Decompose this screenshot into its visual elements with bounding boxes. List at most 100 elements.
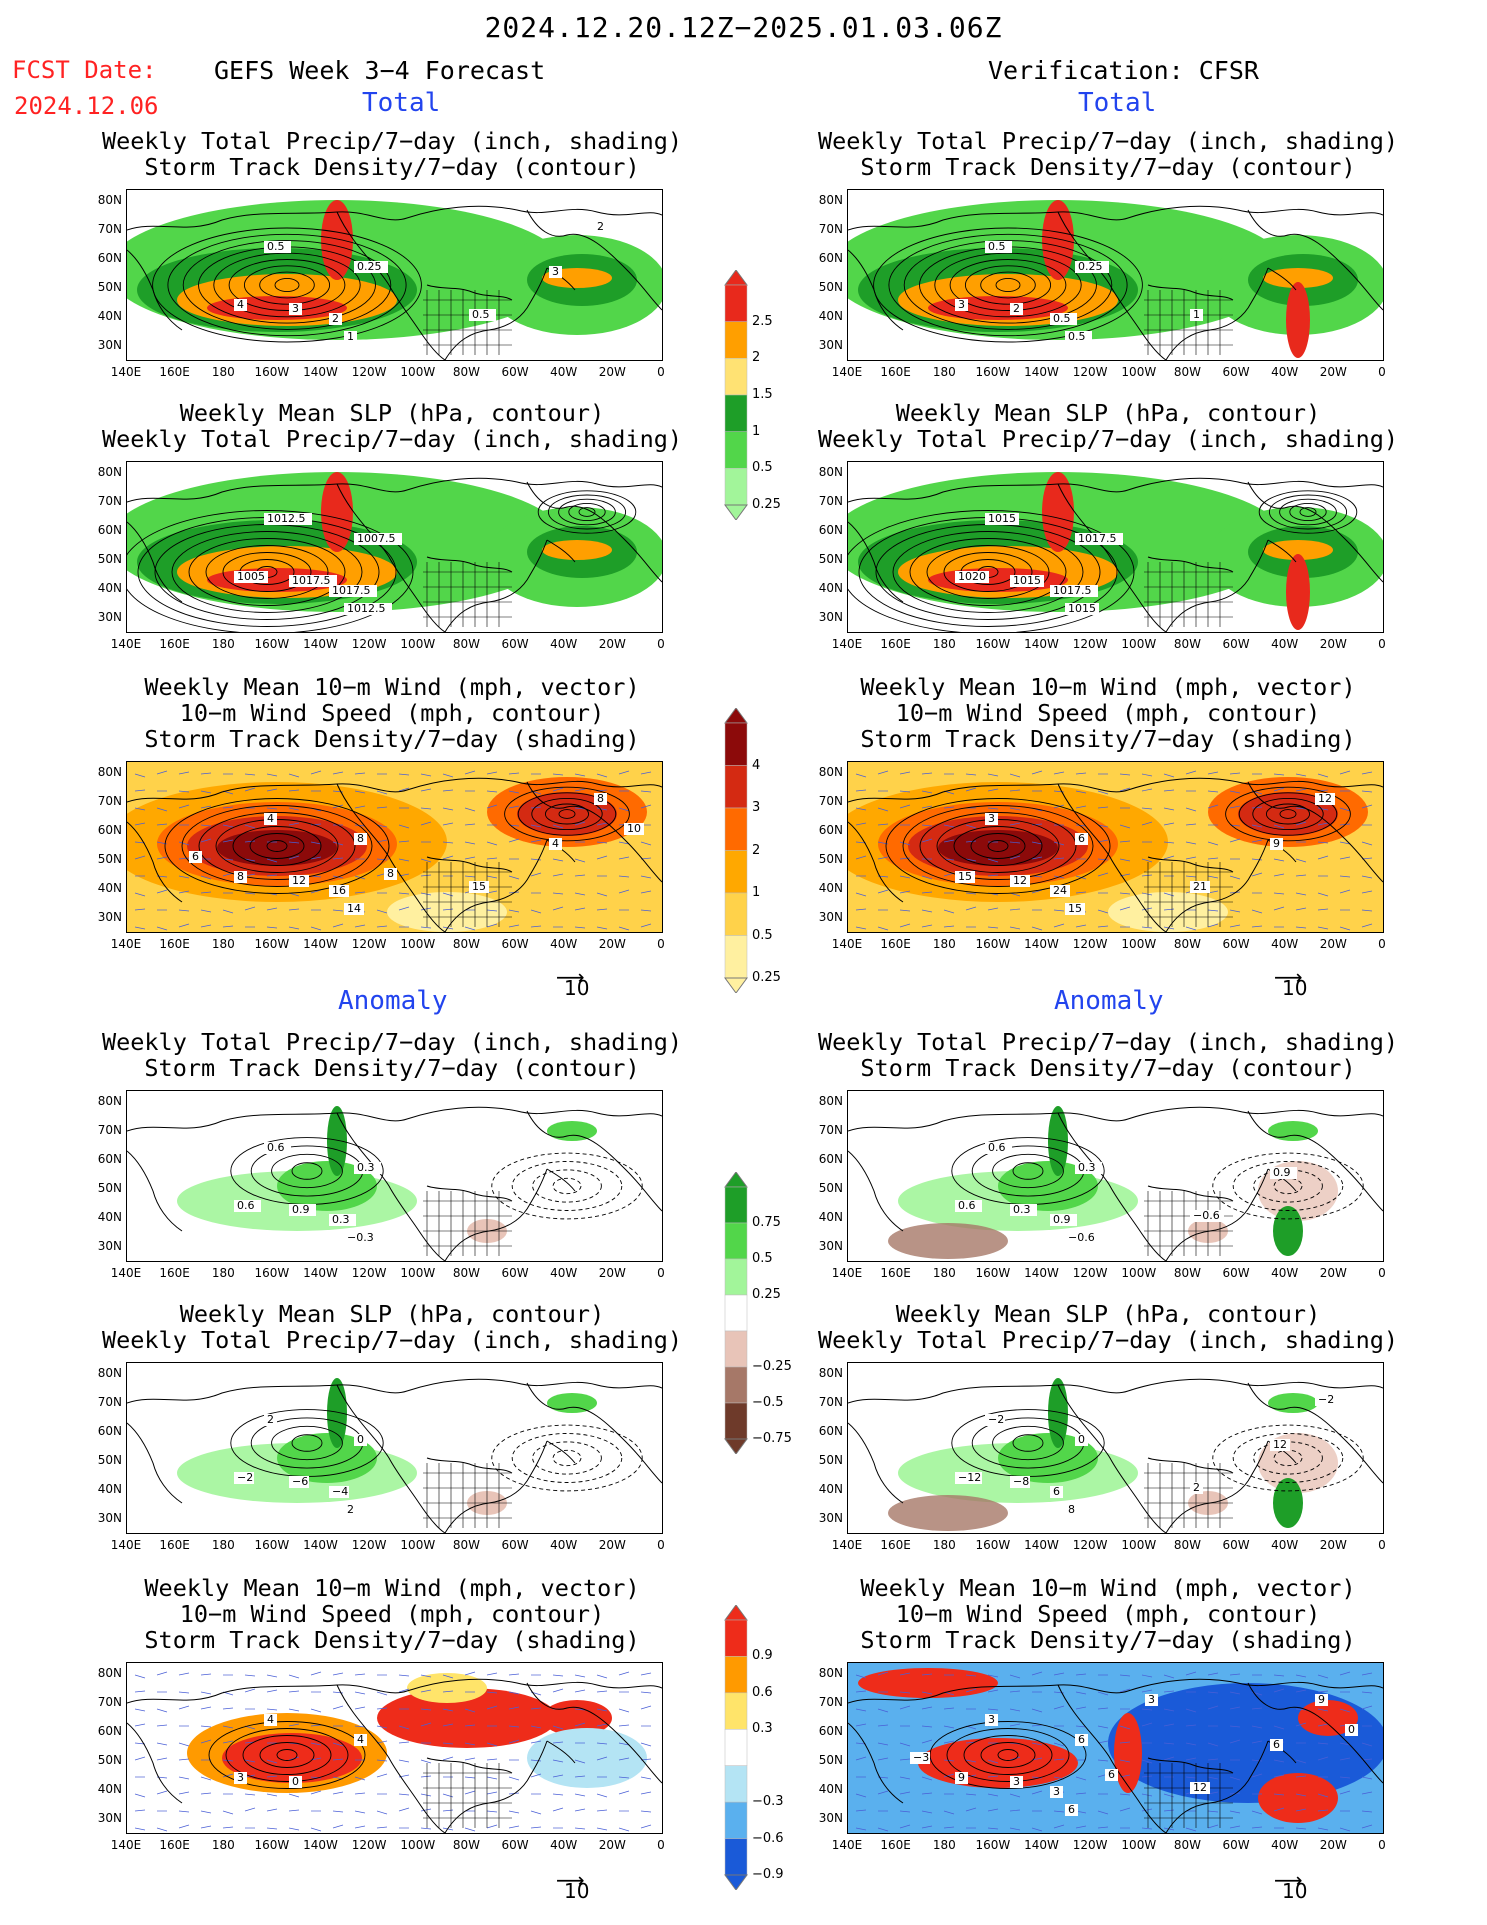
wind-vector [574, 1793, 586, 1797]
wind-vector [178, 771, 190, 775]
wind-vector [921, 924, 933, 928]
wind-vector [354, 891, 366, 894]
wind-vector [596, 1723, 608, 1727]
wind-vector [1295, 1708, 1307, 1711]
lon-tick-label: 160W [254, 1838, 290, 1852]
storm-anomaly-strong-positive [858, 1668, 998, 1698]
lon-tick-label: 80W [1173, 937, 1202, 951]
wind-vector [200, 790, 212, 794]
lon-tick-label: 160W [975, 637, 1011, 651]
lat-tick-label: 80N [97, 465, 122, 479]
lon-tick-label: 40W [550, 637, 578, 651]
wind-vector [943, 925, 955, 928]
colorbar-swatch [724, 1402, 748, 1440]
contour-label: 3 [958, 298, 965, 311]
lon-tick-label: 120W [1072, 1538, 1108, 1552]
wind-vector [1339, 856, 1351, 860]
contour-label-bg [1010, 575, 1044, 587]
contour-label-bg [549, 838, 562, 850]
wind-vector [376, 1707, 388, 1710]
contour-label-bg [189, 851, 202, 863]
coastline [848, 1150, 904, 1232]
colorbar-swatch [724, 1294, 748, 1332]
lon-tick-label: 100W [400, 365, 436, 379]
wind-vector [332, 771, 344, 775]
precip-extreme [1042, 200, 1074, 280]
wind-vector [1097, 790, 1109, 795]
wind-vector [943, 1740, 955, 1744]
wind-vector [288, 1809, 300, 1812]
contour-label: 1012.5 [267, 512, 306, 525]
panel-r2-title-1: Weekly Mean SLP (hPa, contour) [895, 399, 1321, 427]
wind-vector [1031, 1790, 1043, 1795]
lon-tick-label: 60W [1222, 365, 1250, 379]
lon-tick-label: 60W [1222, 1266, 1250, 1280]
contour-label: 6 [1078, 1733, 1085, 1746]
contour-label-bg [1345, 1724, 1358, 1736]
contour-label: −4 [332, 1485, 348, 1498]
wind-vector [1251, 858, 1263, 861]
coastline [444, 1168, 548, 1261]
wind-vector [200, 891, 212, 894]
precip-heavy [542, 540, 612, 560]
wind-vector [200, 838, 212, 843]
anomaly-contour-negative [1212, 1424, 1364, 1492]
wind-vector [266, 1759, 278, 1764]
wind-vector [486, 1791, 498, 1795]
wind-vector [508, 875, 520, 880]
arrow-right-icon: ⟶ [1274, 965, 1303, 989]
wind-vector [1185, 1671, 1197, 1676]
wind-vector [1273, 1807, 1285, 1812]
wind-vector [288, 807, 300, 811]
wind-vector [464, 1742, 476, 1746]
lat-tick-label: 80N [97, 1366, 122, 1380]
lon-tick-label: 160E [159, 1266, 190, 1280]
wind-vector [855, 1809, 867, 1812]
lon-tick-label: 40W [550, 1538, 578, 1552]
contour-label: 14 [347, 902, 361, 915]
wind-vector [1097, 858, 1109, 861]
wind-vector [200, 1810, 212, 1814]
vector-reference-l3-value: 10 [564, 976, 590, 1000]
contour-label: 4 [267, 812, 274, 825]
wind-vector [877, 823, 889, 826]
colorbar-tick-label: −0.3 [752, 1794, 784, 1810]
contour-label: 0 [357, 1433, 364, 1446]
wind-vector [1185, 875, 1197, 878]
contour-label-bg [354, 1734, 367, 1746]
wind-vector [899, 1691, 911, 1694]
contour-label-bg [1315, 1694, 1328, 1706]
lon-tick-label: 80W [452, 1538, 481, 1552]
wind-vector [508, 805, 520, 809]
lon-tick-label: 140E [110, 1266, 142, 1280]
slp-isobar [537, 490, 637, 534]
wind-vector [354, 1810, 366, 1814]
contour-label: 3 [1148, 1693, 1155, 1706]
wind-vector [1361, 909, 1373, 912]
contour-label: 0.5 [472, 308, 490, 321]
wind-vector [442, 1723, 454, 1727]
coastline [426, 1185, 513, 1202]
lat-tick-label: 30N [97, 338, 122, 352]
wind-vector [178, 1758, 190, 1761]
colorbar-svg [724, 1605, 748, 1890]
wind-vector [420, 892, 432, 896]
coastline [426, 284, 513, 301]
wind-vector [1339, 1790, 1351, 1795]
storm-density-low [1108, 892, 1228, 932]
wind-vector [899, 1791, 911, 1795]
wind-vector [855, 1723, 867, 1727]
wind-vector [310, 1827, 322, 1832]
contour-label-bg [264, 1142, 291, 1154]
wind-vector [1185, 1757, 1197, 1761]
lon-tick-label: 0 [1378, 1838, 1386, 1852]
lat-tick-label: 70N [97, 794, 122, 808]
wind-vector [1229, 805, 1241, 809]
wind-vector [442, 773, 454, 778]
wind-vector [1295, 821, 1307, 826]
coastline [426, 1457, 513, 1474]
lon-tick-label: 140E [831, 1266, 863, 1280]
colorbar-swatch [724, 892, 748, 936]
wind-vector [1273, 1725, 1285, 1730]
map-panel-r5: −2 0 −12 −8 6 8 2 12 −2 [847, 1362, 1384, 1534]
